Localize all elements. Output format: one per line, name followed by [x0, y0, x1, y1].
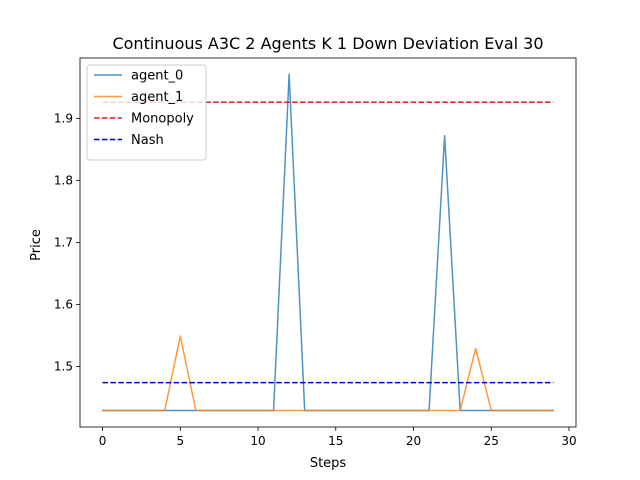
y-tick-label: 1.7	[54, 235, 73, 249]
x-tick-label: 15	[328, 434, 343, 448]
legend-label-agent_1: agent_1	[131, 90, 183, 105]
x-tick-label: 30	[561, 434, 576, 448]
legend-label-monopoly: Monopoly	[131, 112, 194, 127]
chart-title: Continuous A3C 2 Agents K 1 Down Deviati…	[112, 34, 543, 53]
legend-box	[86, 64, 207, 161]
legend: agent_0 agent_1 Monopoly Nash	[86, 64, 207, 161]
x-tick-label: 20	[406, 434, 421, 448]
x-axis-ticks: 0 5 10 15 20 25 30	[99, 427, 577, 448]
y-tick-label: 1.9	[54, 111, 73, 125]
legend-label-agent_0: agent_0	[131, 69, 183, 84]
y-tick-label: 1.6	[54, 297, 73, 311]
y-tick-label: 1.8	[54, 173, 73, 187]
x-tick-label: 0	[99, 434, 107, 448]
y-tick-label: 1.5	[54, 359, 73, 373]
y-axis-ticks: 1.5 1.6 1.7 1.8 1.9	[54, 111, 80, 373]
x-axis-label: Steps	[310, 456, 347, 471]
x-tick-label: 5	[176, 434, 184, 448]
series-line-agent_1	[101, 335, 555, 412]
x-tick-label: 25	[484, 434, 499, 448]
x-tick-label: 10	[250, 434, 265, 448]
y-axis-label: Price	[29, 229, 44, 261]
legend-label-nash: Nash	[131, 133, 164, 148]
